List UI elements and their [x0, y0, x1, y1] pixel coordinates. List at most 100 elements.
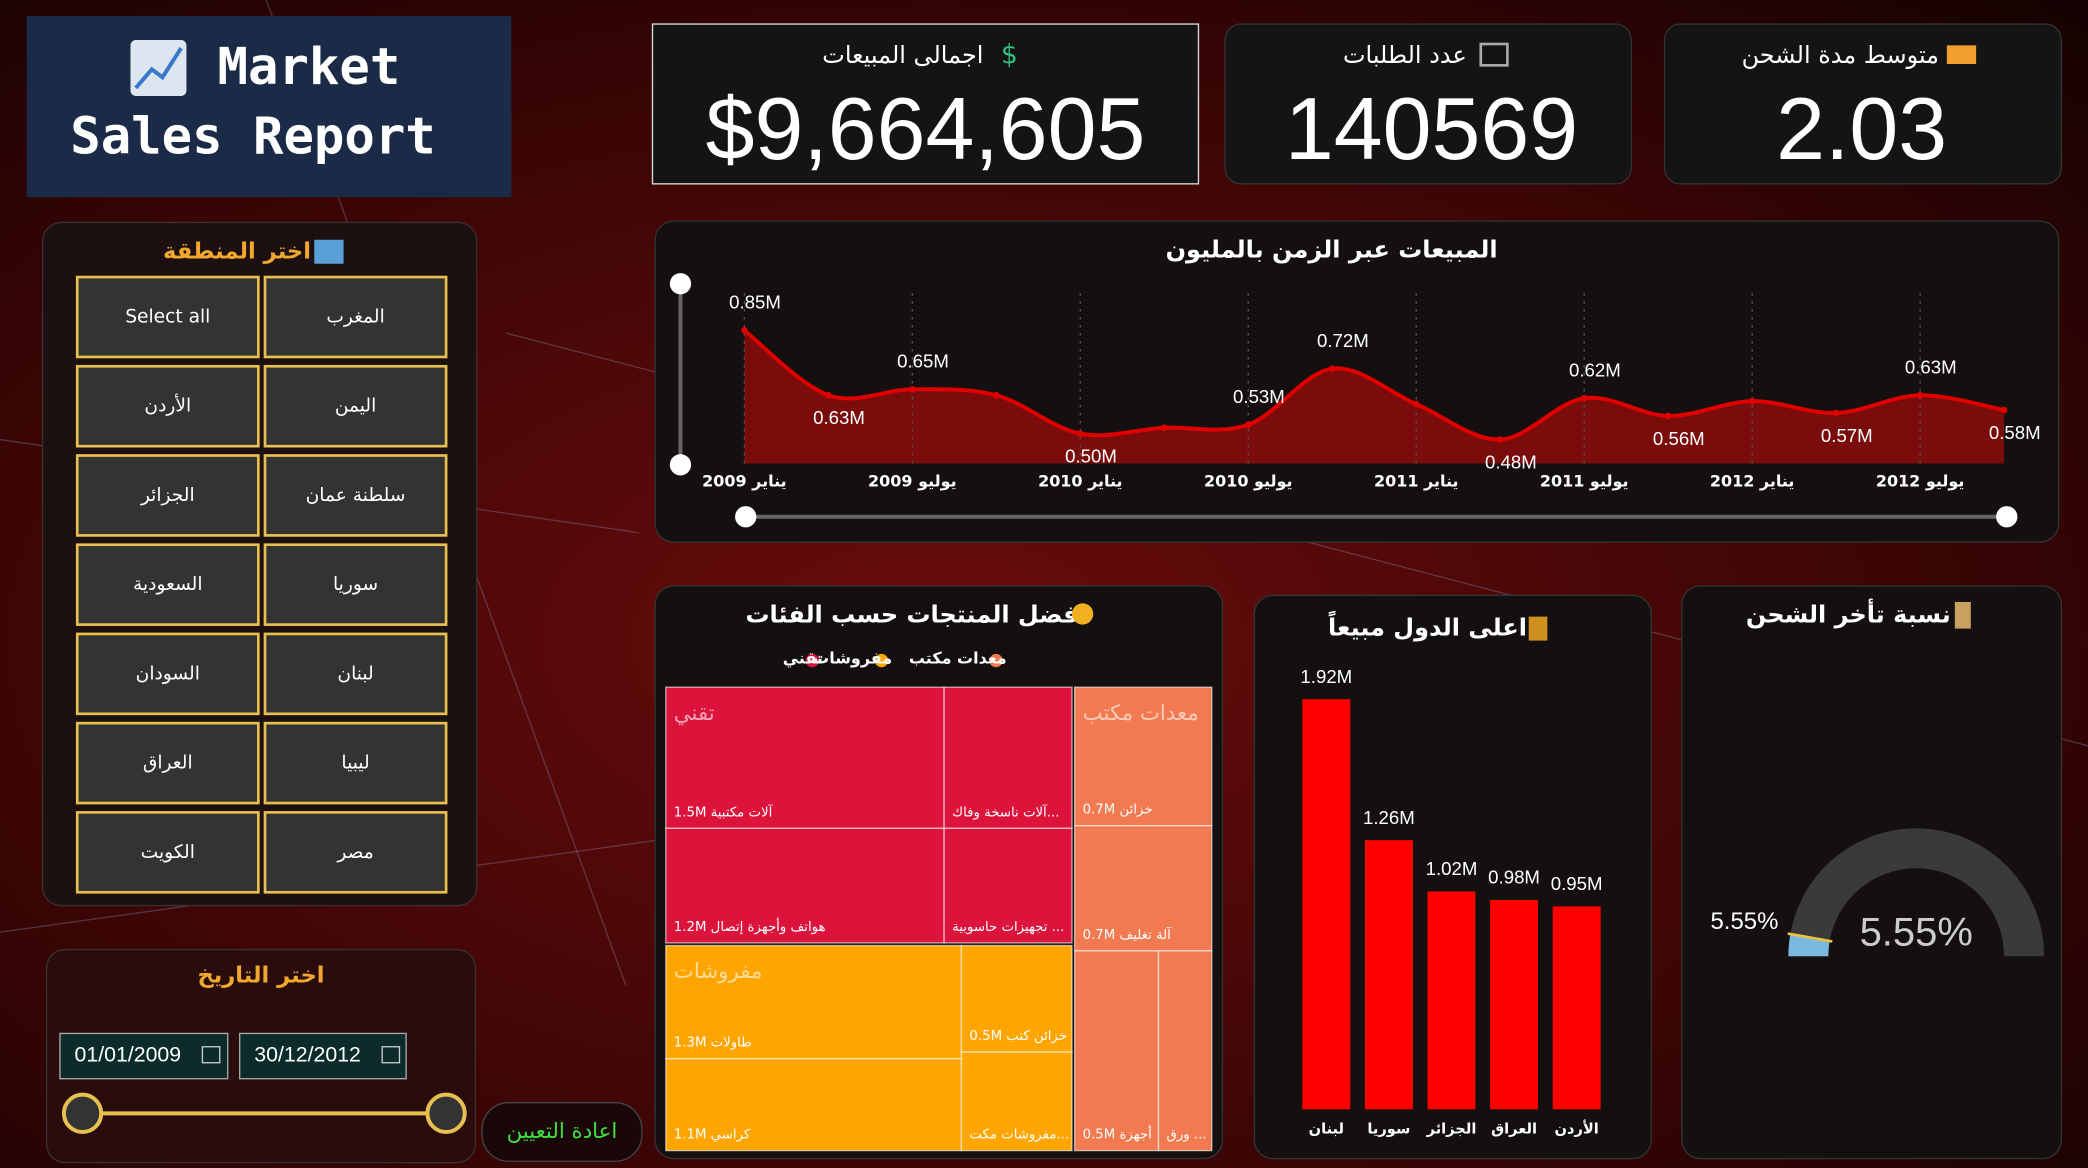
point — [741, 326, 748, 334]
gauge-label: 5.55% — [1860, 910, 1973, 954]
gauge-target — [1787, 932, 1833, 943]
cell-name: خزائن — [1119, 803, 1152, 818]
treemap-cell — [1073, 950, 1160, 1152]
point — [2000, 406, 2008, 414]
region-button[interactable] — [75, 454, 260, 537]
data-label: 0.65M — [897, 351, 949, 372]
slider-handle[interactable] — [669, 454, 692, 476]
data-label: 1.92M — [1300, 666, 1352, 687]
kpi-label: عدد الطلبات — [1343, 41, 1467, 69]
cell-name: كراسي — [711, 1128, 751, 1143]
region-button[interactable] — [75, 543, 260, 626]
date-input[interactable] — [239, 1032, 407, 1080]
region-button[interactable] — [263, 275, 448, 359]
region-button[interactable] — [263, 543, 448, 626]
point — [1496, 436, 1504, 443]
treemap-cell — [665, 1058, 963, 1152]
cell-name: آلات ناسخة وفاك... — [952, 803, 1059, 820]
slider-handle[interactable] — [425, 1092, 467, 1134]
start-date: 01/01/2009 — [75, 1043, 182, 1067]
slider-handle[interactable] — [735, 506, 757, 528]
cell-label: 1.1M كراسي — [674, 1128, 751, 1143]
region-button[interactable] — [75, 364, 260, 448]
reset-label: اعادة التعيين — [507, 1119, 618, 1144]
region-button[interactable] — [263, 454, 448, 537]
data-label: 0.62M — [1569, 359, 1621, 380]
kpi-card — [651, 23, 1200, 185]
region-button[interactable] — [75, 632, 260, 716]
cell-label: ورق ... — [1167, 1128, 1207, 1143]
line — [743, 328, 2005, 442]
x-tick-label: الأردن — [1554, 1119, 1598, 1137]
legend-dot — [805, 653, 819, 668]
region-button[interactable] — [263, 811, 448, 894]
cell-label: 1.5M آلات مكتبية — [674, 803, 774, 820]
data-label: 0.53M — [1233, 386, 1285, 407]
sun-icon — [1071, 603, 1094, 625]
map-icon — [314, 239, 344, 264]
data-label: 1.26M — [1363, 807, 1415, 828]
treemap-cell — [943, 827, 1073, 944]
cell-label: آلات ناسخة وفاك... — [952, 803, 1059, 820]
data-label: 1.02M — [1426, 858, 1478, 879]
slider-handle[interactable] — [61, 1092, 104, 1134]
region-label: الجزائر — [140, 485, 195, 506]
cell-value: 1.5M — [674, 805, 707, 820]
point — [1916, 391, 1924, 399]
kpi-value: $9,664,605 — [706, 79, 1146, 178]
slider-handle[interactable] — [669, 273, 692, 295]
cell-value: 1.3M — [674, 1036, 707, 1051]
region-button[interactable] — [263, 632, 448, 716]
region-label: السعودية — [133, 574, 203, 595]
cell-label: 1.2M هواتف وأجهزة إتصال — [674, 918, 826, 935]
bar — [1302, 699, 1351, 1110]
cell-value: 0.7M — [1083, 803, 1116, 818]
treemap-cell — [665, 827, 945, 944]
date-input[interactable] — [59, 1032, 229, 1080]
slider-handle[interactable] — [1996, 506, 2018, 528]
chart-title: اعلى الدول مبيعاً — [1328, 610, 1527, 641]
x-tick-label: يناير 2009 — [702, 472, 786, 491]
calendar-icon — [381, 1046, 401, 1064]
region-button[interactable] — [75, 721, 260, 805]
data-label: 0.56M — [1653, 428, 1705, 449]
chart-icon — [130, 40, 187, 96]
region-button[interactable] — [75, 811, 260, 894]
cell-label: مفروشات مكت... — [969, 1128, 1069, 1143]
legend-dot — [989, 653, 1003, 668]
cell-label: 0.7M خزائن — [1083, 803, 1153, 818]
chart-title: افضل المنتجات حسب الفئات — [745, 600, 1086, 628]
point — [1076, 430, 1084, 437]
cell-label: 0.7M آلة تغليف — [1083, 926, 1173, 943]
x-tick-label: يناير 2010 — [1038, 472, 1122, 491]
cell-value: 0.7M — [1083, 928, 1116, 943]
reset-button[interactable] — [481, 1102, 643, 1162]
data-label: 0.50M — [1065, 446, 1117, 467]
data-label: 0.48M — [1485, 451, 1537, 472]
treemap-cell — [960, 944, 1073, 1053]
kpi-card — [1224, 23, 1632, 185]
data-label: 0.63M — [813, 407, 865, 428]
x-tick-label: يوليو 2010 — [1204, 472, 1293, 491]
data-label: 0.58M — [1989, 422, 2041, 443]
region-label: العراق — [143, 753, 193, 774]
cell-value: 1.1M — [674, 1128, 707, 1143]
data-label: 0.57M — [1821, 425, 1873, 446]
region-button[interactable] — [263, 721, 448, 805]
cell-value: 0.5M — [969, 1029, 1002, 1044]
point — [992, 391, 1000, 399]
cell-label: 0.5M أجهزة — [1083, 1126, 1152, 1143]
cell-value: 1.2M — [674, 920, 707, 935]
cart-icon — [1479, 42, 1509, 67]
x-tick-label: يوليو 2011 — [1540, 472, 1629, 491]
region-button[interactable] — [75, 275, 260, 359]
cell-value: 0.5M — [1083, 1128, 1116, 1143]
point — [1244, 421, 1252, 429]
end-date: 30/12/2012 — [254, 1043, 361, 1067]
region-button[interactable] — [263, 364, 448, 448]
treemap-cell — [1073, 686, 1213, 827]
region-label: اليمن — [335, 396, 376, 417]
title: Market — [218, 37, 401, 96]
cell-label: 0.5M خزائن كتب — [969, 1029, 1067, 1044]
